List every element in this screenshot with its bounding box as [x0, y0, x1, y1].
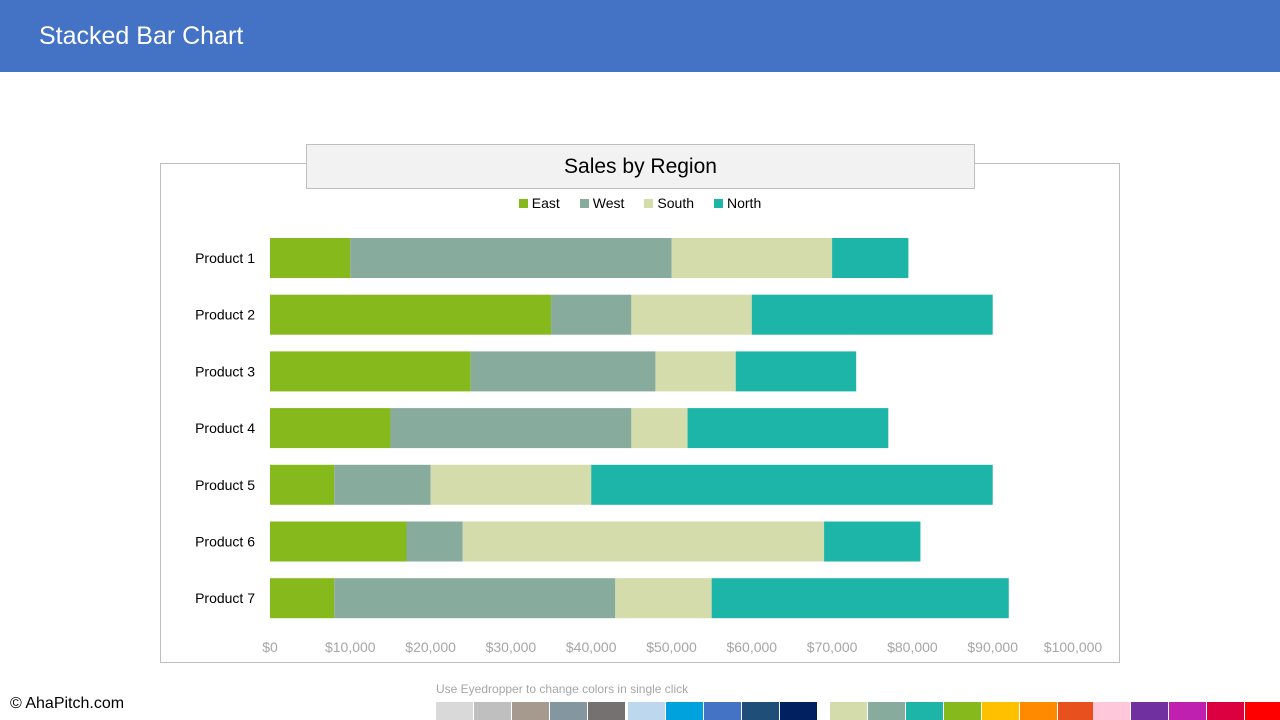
legend-item-west: West	[579, 195, 625, 211]
copyright-text: © AhaPitch.com	[10, 695, 125, 712]
legend-label: East	[531, 195, 560, 211]
palette-swatch[interactable]	[780, 702, 817, 720]
category-label: Product 5	[195, 477, 255, 493]
header-bar: Stacked Bar Chart	[0, 0, 1280, 72]
bar-segment-east	[270, 521, 407, 562]
bar-segment-east	[270, 351, 471, 392]
palette-hint: Use Eyedropper to change colors in singl…	[436, 682, 689, 696]
chart-legend: East West South North	[0, 194, 1280, 212]
legend-swatch	[714, 198, 723, 208]
palette-swatch[interactable]	[982, 702, 1019, 720]
bar-segment-south	[671, 238, 833, 278]
color-palette	[0, 702, 1280, 720]
bar-segment-west	[334, 464, 431, 505]
x-tick-label: $30,000	[486, 639, 537, 655]
bar-segment-south	[615, 578, 712, 619]
x-tick-label: $70,000	[807, 639, 858, 655]
category-label: Product 1	[195, 250, 255, 266]
bar-segment-north	[735, 351, 857, 392]
bar-segment-south	[631, 408, 688, 449]
palette-swatch[interactable]	[666, 702, 703, 720]
legend-item-north: North	[714, 195, 761, 211]
palette-swatch[interactable]	[906, 702, 943, 720]
category-label: Product 6	[195, 534, 255, 550]
bar-segment-west	[350, 238, 672, 278]
bar-segment-east	[270, 294, 552, 335]
bar-segment-north	[824, 521, 921, 562]
palette-swatch[interactable]	[1169, 702, 1206, 720]
page-title: Stacked Bar Chart	[39, 22, 244, 50]
legend-swatch	[644, 198, 654, 208]
palette-swatch[interactable]	[742, 702, 779, 720]
bar-segment-north	[711, 578, 1009, 619]
bar-segment-north	[591, 464, 993, 505]
legend-item-east: East	[518, 195, 560, 211]
x-tick-label: $0	[262, 639, 278, 655]
bar-segment-west	[470, 351, 656, 392]
x-tick-label: $40,000	[566, 639, 617, 655]
palette-swatch[interactable]	[436, 702, 473, 720]
palette-swatch[interactable]	[868, 702, 905, 720]
bar-segment-south	[655, 351, 736, 392]
x-tick-label: $10,000	[325, 639, 376, 655]
palette-swatch[interactable]	[474, 702, 511, 720]
palette-swatch[interactable]	[1245, 702, 1280, 720]
bar-segment-south	[631, 294, 752, 335]
palette-swatch[interactable]	[1207, 702, 1244, 720]
category-label: Product 7	[195, 590, 255, 606]
x-tick-label: $50,000	[646, 639, 697, 655]
bar-segment-east	[270, 238, 351, 278]
chart-title: Sales by Region	[306, 144, 975, 189]
palette-swatch[interactable]	[628, 702, 665, 720]
category-label: Product 4	[195, 420, 255, 436]
palette-swatch[interactable]	[1058, 702, 1095, 720]
x-tick-label: $60,000	[726, 639, 777, 655]
x-tick-label: $100,000	[1044, 639, 1103, 655]
bar-segment-south	[462, 521, 825, 562]
x-tick-label: $90,000	[967, 639, 1018, 655]
palette-swatch[interactable]	[588, 702, 625, 720]
palette-swatch[interactable]	[944, 702, 981, 720]
bar-segment-north	[687, 408, 889, 449]
legend-item-south: South	[644, 195, 694, 211]
legend-swatch	[518, 198, 528, 208]
bar-segment-east	[270, 578, 335, 619]
category-label: Product 2	[195, 307, 255, 323]
legend-label: South	[657, 195, 694, 211]
palette-swatch[interactable]	[704, 702, 741, 720]
bar-segment-east	[270, 408, 391, 449]
bar-segment-west	[551, 294, 632, 335]
bar-segment-west	[334, 578, 616, 619]
legend-swatch	[579, 198, 589, 208]
palette-swatch[interactable]	[550, 702, 587, 720]
bar-segment-west	[390, 408, 632, 449]
palette-swatch[interactable]	[1093, 702, 1130, 720]
palette-swatch[interactable]	[830, 702, 867, 720]
palette-swatch[interactable]	[512, 702, 549, 720]
legend-label: West	[592, 195, 625, 211]
category-label: Product 3	[195, 363, 255, 379]
legend-label: North	[727, 195, 762, 211]
bar-segment-north	[751, 294, 993, 335]
bar-segment-east	[270, 464, 335, 505]
palette-swatch[interactable]	[1131, 702, 1168, 720]
x-tick-label: $20,000	[405, 639, 456, 655]
x-tick-label: $80,000	[887, 639, 938, 655]
bar-segment-west	[406, 521, 463, 562]
bar-segment-south	[430, 464, 592, 505]
palette-swatch[interactable]	[1020, 702, 1057, 720]
bar-segment-north	[832, 238, 909, 278]
